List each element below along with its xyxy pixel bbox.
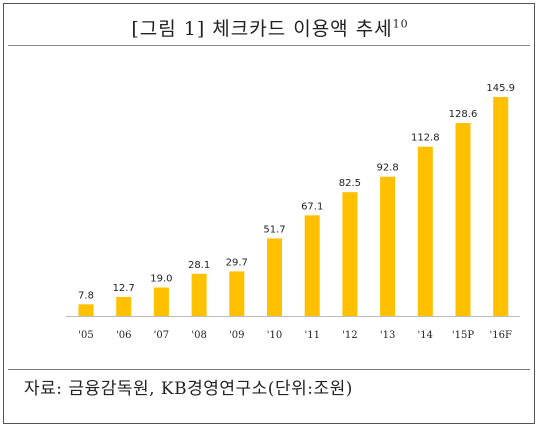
data-label-0: 7.8	[78, 290, 94, 301]
source-divider	[8, 369, 530, 370]
figure-frame	[3, 3, 535, 424]
bar-11	[493, 97, 509, 316]
x-tick-label-2: '07	[154, 330, 169, 341]
data-label-4: 29.7	[226, 257, 248, 268]
x-tick-label-8: '13	[380, 330, 395, 341]
data-label-2: 19.0	[150, 274, 172, 285]
x-tick-label-3: '08	[191, 330, 206, 341]
bar-5	[267, 238, 282, 316]
data-label-10: 128.6	[449, 109, 478, 120]
data-label-6: 67.1	[301, 201, 323, 212]
data-label-5: 51.7	[263, 224, 285, 235]
bar-10	[455, 123, 471, 316]
chart-title: [그림 1] 체크카드 이용액 추세10	[0, 14, 540, 41]
x-tick-label-10: '15P	[452, 330, 474, 341]
bar-2	[153, 287, 169, 316]
x-tick-label-11: '16F	[489, 330, 511, 341]
bar-9	[417, 146, 433, 316]
data-label-7: 82.5	[339, 178, 361, 189]
bar-7	[342, 192, 358, 316]
title-divider	[8, 45, 530, 46]
bar-8	[380, 176, 396, 316]
bar-3	[191, 273, 207, 316]
x-tick-label-5: '10	[267, 330, 282, 341]
data-label-3: 28.1	[188, 260, 210, 271]
bar-6	[304, 215, 320, 316]
x-tick-label-7: '12	[342, 330, 357, 341]
data-label-1: 12.7	[113, 283, 135, 294]
data-label-11: 145.9	[486, 83, 515, 94]
bar-4	[229, 271, 245, 316]
x-tick-label-9: '14	[418, 330, 433, 341]
x-tick-label-6: '11	[304, 330, 319, 341]
source-note: 자료: 금융감독원, KB경영연구소(단위:조원)	[24, 379, 353, 399]
bar-0	[78, 304, 94, 316]
bar-1	[116, 296, 132, 316]
data-label-8: 92.8	[376, 163, 398, 174]
title-footnote-marker: 10	[392, 17, 409, 31]
x-tick-label-4: '09	[229, 330, 244, 341]
x-tick-label-0: '05	[78, 330, 93, 341]
x-tick-label-1: '06	[116, 330, 131, 341]
chart-title-text: [그림 1] 체크카드 이용액 추세	[131, 18, 393, 40]
data-label-9: 112.8	[411, 133, 440, 144]
